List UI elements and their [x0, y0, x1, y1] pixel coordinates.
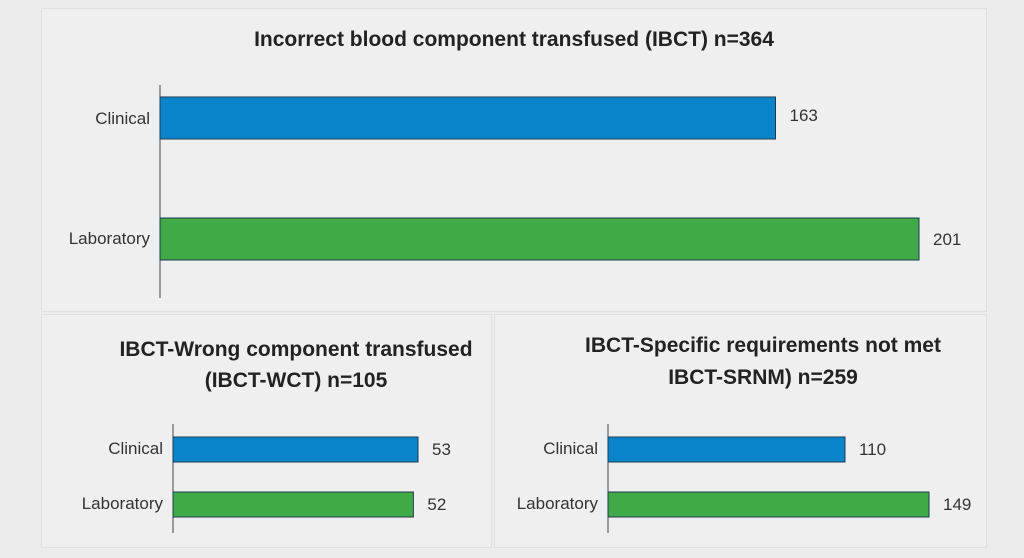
- chart-ibct: Incorrect blood component transfused (IB…: [69, 28, 961, 298]
- category-label-laboratory: Laboratory: [517, 494, 599, 513]
- bar-laboratory: [172, 491, 414, 518]
- chart-title-line-1: IBCT-Wrong component transfused: [119, 338, 472, 361]
- category-label-clinical: Clinical: [108, 439, 163, 458]
- chart-title-line-2: IBCT-SRNM) n=259: [668, 366, 858, 389]
- data-label-laboratory: 52: [427, 495, 446, 514]
- bar-clinical: [607, 436, 846, 463]
- data-label-clinical: 110: [859, 440, 886, 459]
- chart-title-line-1: IBCT-Specific requirements not met: [585, 334, 941, 357]
- chart-title-line-2: (IBCT-WCT) n=105: [205, 369, 388, 392]
- chart-ibct-srnm: IBCT-Specific requirements not met IBCT-…: [517, 334, 971, 533]
- data-label-clinical: 163: [790, 106, 818, 125]
- chart-panel-ibct: [41, 8, 987, 312]
- bar-clinical: [172, 436, 419, 463]
- chart-title: Incorrect blood component transfused (IB…: [254, 28, 774, 51]
- category-label-laboratory: Laboratory: [69, 229, 151, 248]
- category-label-laboratory: Laboratory: [82, 494, 164, 513]
- bar-clinical: [159, 96, 777, 140]
- data-label-laboratory: 149: [943, 495, 971, 514]
- data-label-laboratory: 201: [933, 230, 961, 249]
- bar-laboratory: [607, 491, 930, 518]
- category-label-clinical: Clinical: [543, 439, 598, 458]
- bar-laboratory: [159, 217, 920, 261]
- data-label-clinical: 53: [432, 440, 451, 459]
- category-label-clinical: Clinical: [95, 109, 150, 128]
- chart-ibct-wct: IBCT-Wrong component transfused (IBCT-WC…: [82, 338, 473, 533]
